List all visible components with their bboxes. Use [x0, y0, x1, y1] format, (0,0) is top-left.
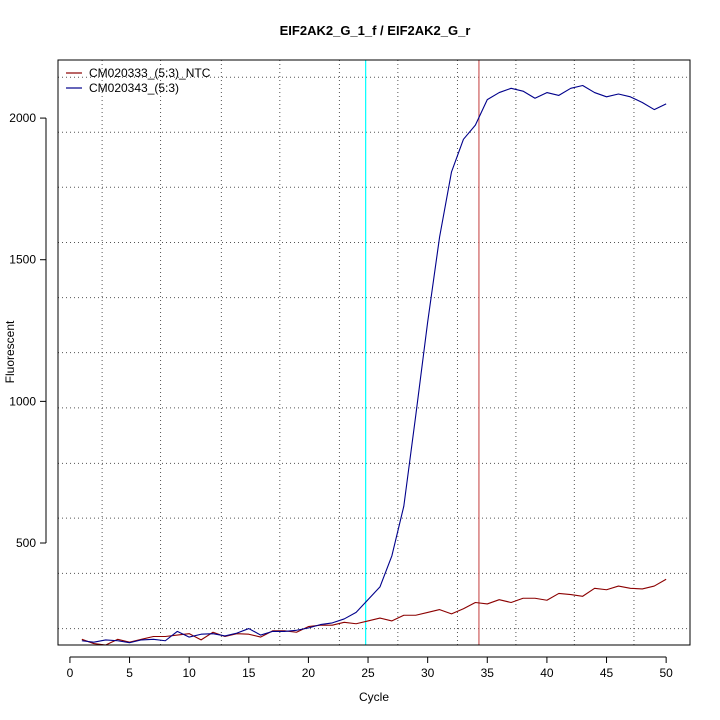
y-tick-label-500: 500 [16, 536, 36, 550]
x-tick-label-10: 10 [182, 666, 196, 680]
plot-frame [57, 59, 691, 646]
y-tick-label-1000: 1000 [9, 394, 36, 408]
x-tick-label-40: 40 [540, 666, 554, 680]
x-tick-label-5: 5 [126, 666, 133, 680]
x-tick-label-35: 35 [481, 666, 495, 680]
series-line-0 [81, 578, 667, 646]
x-tick-label-50: 50 [659, 666, 673, 680]
legend-label-0: CM020333_(5:3)_NTC [89, 66, 211, 80]
x-tick-label-25: 25 [361, 666, 375, 680]
x-tick-label-30: 30 [421, 666, 435, 680]
y-tick-label-2000: 2000 [9, 111, 36, 125]
x-tick-label-45: 45 [600, 666, 614, 680]
y-axis-label: Fluorescent [3, 320, 17, 383]
y-axis: 500 1000 1500 2000 [9, 111, 47, 550]
x-axis: 0 5 10 15 20 25 30 35 40 45 50 [67, 656, 673, 680]
x-axis-label: Cycle [359, 690, 389, 704]
legend-label-1: CM020343_(5:3) [89, 81, 179, 95]
chart-title: EIF2AK2_G_1_f / EIF2AK2_G_r [280, 23, 471, 38]
series-line-1 [81, 84, 667, 644]
x-tick-label-0: 0 [67, 666, 74, 680]
threshold-lines [365, 60, 480, 645]
grid [58, 60, 690, 645]
x-tick-label-20: 20 [302, 666, 316, 680]
x-tick-label-15: 15 [242, 666, 256, 680]
series-lines [81, 84, 667, 646]
y-tick-label-1500: 1500 [9, 253, 36, 267]
